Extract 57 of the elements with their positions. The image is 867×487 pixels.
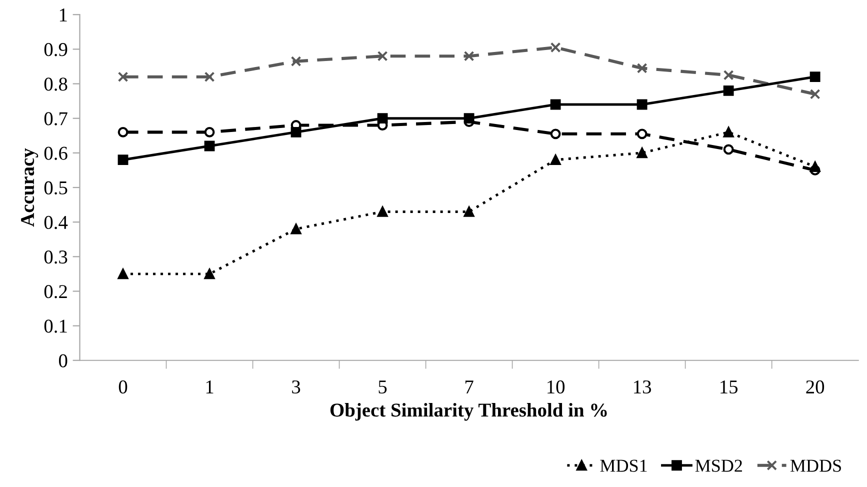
x-tick-label: 13	[634, 380, 652, 394]
point	[464, 206, 474, 217]
y-tick-label: 0	[58, 354, 68, 368]
point	[550, 154, 561, 166]
point	[118, 126, 128, 138]
point	[464, 113, 474, 124]
point	[636, 128, 648, 140]
y-tick-label: 0.1	[44, 320, 67, 333]
y-tick-label: 0.3	[44, 250, 68, 264]
x-tick-label: 20	[806, 380, 824, 394]
point	[118, 154, 128, 166]
point	[723, 85, 734, 96]
point	[290, 126, 302, 138]
point	[118, 268, 128, 280]
x-tick-label: 10	[548, 380, 565, 394]
point	[636, 148, 648, 158]
x-tick-label: 1	[206, 380, 214, 394]
x-tick-label: 7	[465, 380, 474, 394]
point	[204, 72, 215, 82]
point	[636, 99, 648, 110]
point	[723, 144, 734, 155]
point	[377, 50, 388, 62]
y-tick-label: 0.6	[44, 146, 68, 160]
legend-label: MDDS	[790, 460, 841, 472]
x-tick-label: 0	[118, 380, 128, 394]
y-tick-label: 0.2	[44, 285, 67, 298]
point	[377, 113, 388, 124]
point	[204, 140, 215, 152]
x-tick-label: 15	[720, 380, 738, 394]
point	[636, 62, 648, 74]
point	[550, 42, 561, 53]
legend-label: MSD2	[695, 460, 742, 472]
point	[810, 162, 820, 172]
y-tick-label: 0.8	[44, 78, 68, 91]
y-axis-title: Accuracy	[21, 148, 38, 227]
point	[204, 268, 215, 280]
y-tick-label: 0.7	[44, 112, 68, 126]
point	[723, 126, 734, 138]
y-tick-label: 0.4	[44, 216, 68, 230]
x-tick-label: 3	[292, 380, 300, 394]
x-axis-title: Object Similarity Threshold in %	[330, 403, 607, 421]
legend-label: MDS1	[600, 460, 647, 472]
point	[290, 56, 302, 66]
point	[550, 128, 561, 140]
point	[723, 70, 734, 80]
point	[118, 72, 128, 82]
point	[464, 50, 474, 62]
y-tick-label: 0.9	[44, 43, 68, 56]
point	[810, 72, 820, 82]
point	[290, 224, 302, 234]
x-tick-label: 5	[378, 380, 387, 394]
y-tick-label: 1	[60, 8, 67, 22]
point	[810, 88, 820, 100]
y-tick-label: 0.5	[44, 181, 68, 195]
point	[550, 99, 561, 110]
point	[377, 206, 388, 217]
point	[204, 126, 215, 138]
